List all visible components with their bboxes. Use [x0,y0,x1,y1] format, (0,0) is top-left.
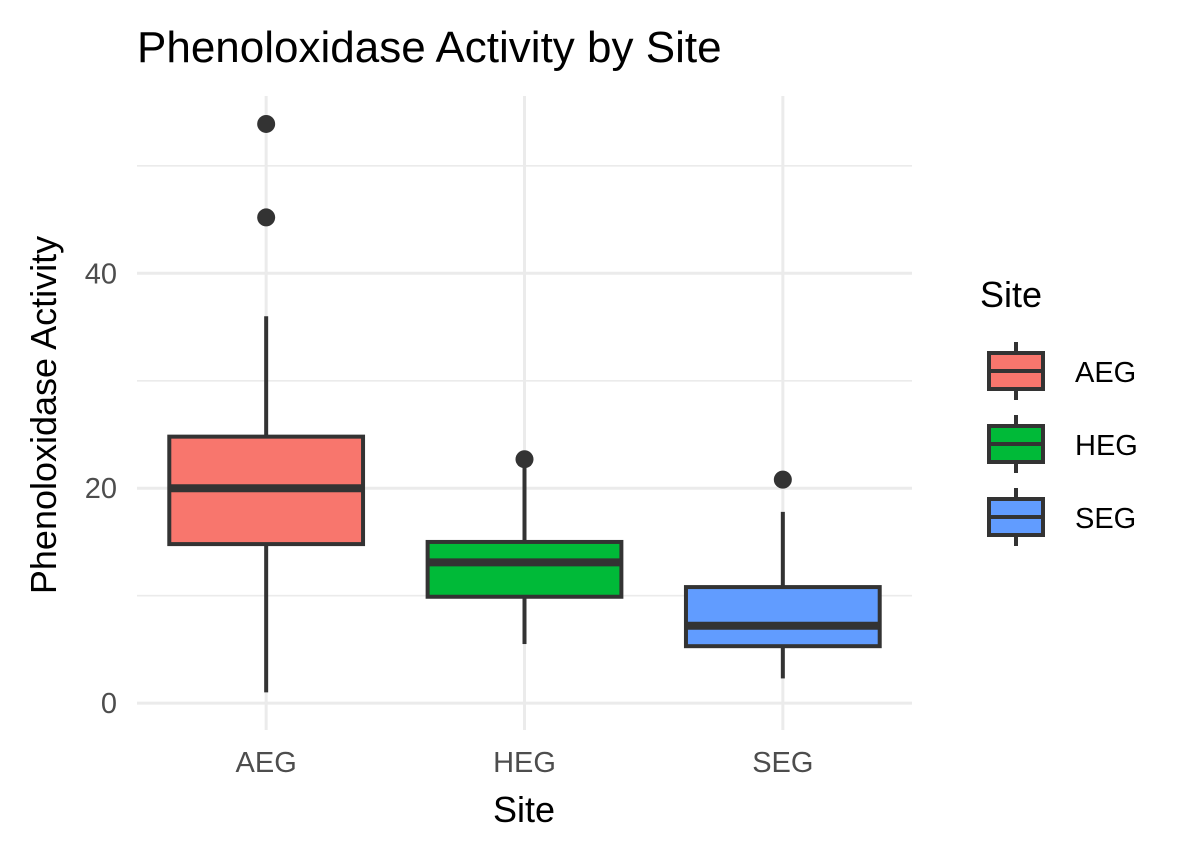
legend-item-aeg: AEG [987,342,1136,400]
boxes [167,114,882,693]
box-body [425,539,624,599]
legend-item-heg: HEG [987,415,1138,473]
outlier-point [515,450,534,469]
legend-item-seg: SEG [987,488,1136,546]
y-tick-label: 40 [85,258,117,290]
box-seg [683,470,882,679]
legend-label: AEG [1075,357,1136,389]
box-heg [425,450,624,645]
y-axis-title: Phenoloxidase Activity [23,236,64,594]
x-axis-ticks: AEG HEG SEG [236,747,814,779]
y-tick-label: 0 [101,688,117,720]
legend-label: SEG [1075,503,1136,535]
legend: Site AEG HEG SEG [980,274,1138,546]
legend-label: HEG [1075,430,1138,462]
x-tick-label: AEG [236,747,297,779]
x-tick-label: HEG [493,747,556,779]
legend-title: Site [980,274,1042,315]
x-axis-title: Site [493,789,555,830]
box-body [683,585,882,649]
y-axis-ticks: 0 20 40 [85,258,117,720]
box-aeg [167,114,366,693]
x-tick-label: SEG [752,747,813,779]
y-tick-label: 20 [85,473,117,505]
chart-title: Phenoloxidase Activity by Site [137,23,722,72]
outlier-point [257,208,276,227]
outlier-point [257,114,276,133]
outlier-point [773,470,792,489]
